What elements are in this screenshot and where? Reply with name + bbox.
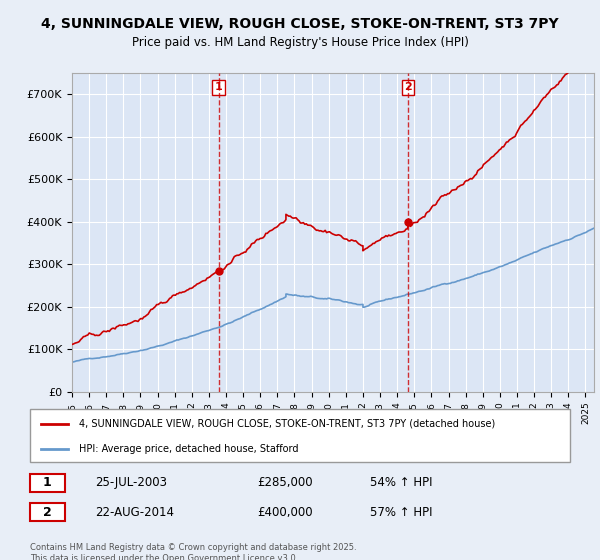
Text: HPI: Average price, detached house, Stafford: HPI: Average price, detached house, Staf… (79, 444, 298, 454)
FancyBboxPatch shape (30, 409, 570, 462)
Text: 4, SUNNINGDALE VIEW, ROUGH CLOSE, STOKE-ON-TRENT, ST3 7PY (detached house): 4, SUNNINGDALE VIEW, ROUGH CLOSE, STOKE-… (79, 419, 495, 429)
Text: 54% ↑ HPI: 54% ↑ HPI (370, 477, 433, 489)
Text: 57% ↑ HPI: 57% ↑ HPI (370, 506, 433, 519)
FancyBboxPatch shape (30, 474, 65, 492)
Text: 1: 1 (215, 82, 223, 92)
Text: £400,000: £400,000 (257, 506, 313, 519)
Text: £285,000: £285,000 (257, 477, 313, 489)
Text: 4, SUNNINGDALE VIEW, ROUGH CLOSE, STOKE-ON-TRENT, ST3 7PY: 4, SUNNINGDALE VIEW, ROUGH CLOSE, STOKE-… (41, 17, 559, 31)
Text: 1: 1 (43, 477, 52, 489)
Text: 2: 2 (404, 82, 412, 92)
FancyBboxPatch shape (30, 503, 65, 521)
Text: 22-AUG-2014: 22-AUG-2014 (95, 506, 174, 519)
Text: 2: 2 (43, 506, 52, 519)
Text: 25-JUL-2003: 25-JUL-2003 (95, 477, 167, 489)
Text: Price paid vs. HM Land Registry's House Price Index (HPI): Price paid vs. HM Land Registry's House … (131, 36, 469, 49)
Text: Contains HM Land Registry data © Crown copyright and database right 2025.
This d: Contains HM Land Registry data © Crown c… (30, 543, 356, 560)
